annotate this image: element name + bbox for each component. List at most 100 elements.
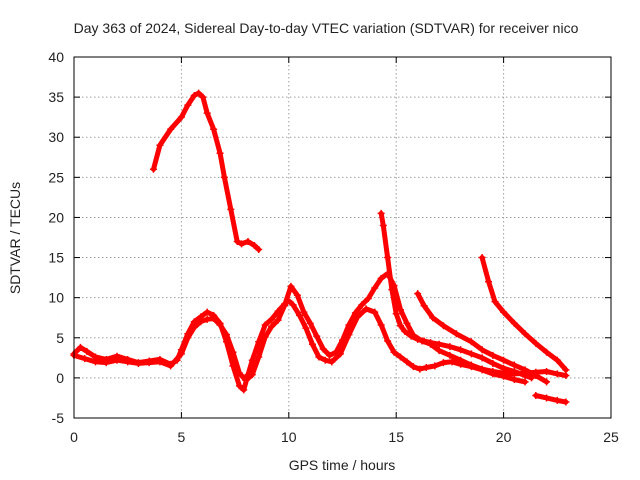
data-point bbox=[345, 321, 353, 329]
data-point bbox=[244, 238, 252, 246]
data-point bbox=[216, 149, 224, 157]
data-point bbox=[302, 324, 310, 332]
data-point bbox=[319, 345, 327, 353]
x-tick-label: 0 bbox=[70, 429, 78, 445]
data-point bbox=[220, 173, 228, 181]
data-point bbox=[532, 339, 540, 347]
data-point bbox=[384, 270, 392, 278]
data-point bbox=[235, 369, 243, 377]
data-point bbox=[403, 319, 411, 327]
data-point bbox=[377, 274, 385, 282]
data-series bbox=[70, 89, 570, 406]
data-point bbox=[216, 321, 224, 329]
data-point bbox=[521, 378, 529, 386]
data-point bbox=[500, 356, 508, 364]
data-point bbox=[296, 311, 304, 319]
data-point bbox=[390, 348, 398, 356]
series-points-arc-d bbox=[478, 254, 570, 374]
data-point bbox=[377, 209, 385, 217]
chart-title: Day 363 of 2024, Sidereal Day-to-day VTE… bbox=[74, 20, 579, 36]
data-point bbox=[543, 348, 551, 356]
data-point bbox=[435, 340, 443, 348]
x-tick-label: 25 bbox=[603, 429, 619, 445]
data-point bbox=[390, 282, 398, 290]
series-line-arc-e bbox=[533, 393, 569, 405]
data-point bbox=[229, 348, 237, 356]
data-point bbox=[532, 392, 540, 400]
data-point bbox=[543, 394, 551, 402]
data-point bbox=[521, 330, 529, 338]
data-point bbox=[489, 359, 497, 367]
data-point bbox=[113, 356, 121, 364]
data-point bbox=[384, 254, 392, 262]
x-tick-label: 10 bbox=[281, 429, 297, 445]
data-point bbox=[339, 336, 346, 344]
data-point bbox=[420, 302, 428, 310]
y-tick-label: 30 bbox=[48, 129, 64, 145]
data-point bbox=[287, 282, 295, 290]
data-point bbox=[416, 365, 424, 373]
plot-frame bbox=[73, 56, 612, 419]
data-point bbox=[308, 340, 316, 348]
data-point bbox=[418, 337, 426, 345]
data-point bbox=[210, 125, 218, 133]
x-axis-label: GPS time / hours bbox=[289, 457, 396, 473]
data-point bbox=[384, 337, 392, 345]
axis-ticks: 0 5 10 15 20 25 -5 0 5 10 15 20 25 30 35 40 bbox=[48, 49, 619, 445]
data-point bbox=[91, 358, 99, 366]
series-points-arc-e bbox=[532, 392, 570, 406]
data-point bbox=[491, 298, 499, 306]
data-point bbox=[268, 323, 276, 331]
y-tick-label: 5 bbox=[56, 330, 64, 346]
data-point bbox=[448, 358, 456, 366]
data-point bbox=[240, 386, 248, 394]
series-line-arc-b bbox=[378, 210, 534, 381]
y-tick-label: -5 bbox=[52, 410, 65, 426]
data-point bbox=[223, 331, 231, 339]
data-point bbox=[409, 331, 417, 339]
data-point bbox=[510, 319, 518, 327]
data-point bbox=[184, 334, 192, 342]
data-point bbox=[195, 89, 203, 97]
data-point bbox=[261, 321, 269, 329]
data-point bbox=[167, 125, 175, 133]
data-point bbox=[281, 302, 289, 310]
data-point bbox=[452, 330, 460, 338]
data-point bbox=[227, 205, 235, 213]
data-point bbox=[203, 109, 211, 117]
y-tick-label: 15 bbox=[48, 250, 64, 266]
data-point bbox=[300, 308, 308, 316]
data-point bbox=[396, 353, 404, 361]
series-line-arc-a bbox=[151, 90, 262, 252]
data-point bbox=[76, 343, 84, 351]
data-point bbox=[358, 301, 366, 309]
data-point bbox=[255, 246, 263, 254]
data-point bbox=[429, 314, 437, 322]
data-point bbox=[242, 376, 250, 384]
data-point bbox=[235, 382, 243, 390]
data-point bbox=[553, 370, 561, 378]
data-point bbox=[274, 316, 282, 324]
data-point bbox=[149, 165, 157, 173]
y-axis-label: SDTVAR / TECUs bbox=[7, 182, 23, 294]
data-point bbox=[510, 370, 518, 378]
data-point bbox=[197, 318, 205, 326]
data-point bbox=[167, 362, 175, 370]
data-point bbox=[478, 254, 486, 262]
data-point bbox=[326, 351, 334, 359]
series-points-arc-g bbox=[70, 270, 570, 384]
data-point bbox=[102, 359, 110, 367]
data-point bbox=[446, 351, 454, 359]
data-point bbox=[313, 332, 321, 340]
data-point bbox=[177, 350, 185, 358]
y-tick-label: 40 bbox=[48, 49, 64, 65]
data-point bbox=[371, 284, 379, 292]
y-tick-label: 0 bbox=[56, 370, 64, 386]
data-point bbox=[457, 346, 465, 354]
data-point bbox=[553, 356, 561, 364]
data-point bbox=[81, 355, 89, 363]
data-point bbox=[371, 308, 379, 316]
data-point bbox=[446, 343, 454, 351]
data-point bbox=[510, 361, 518, 369]
